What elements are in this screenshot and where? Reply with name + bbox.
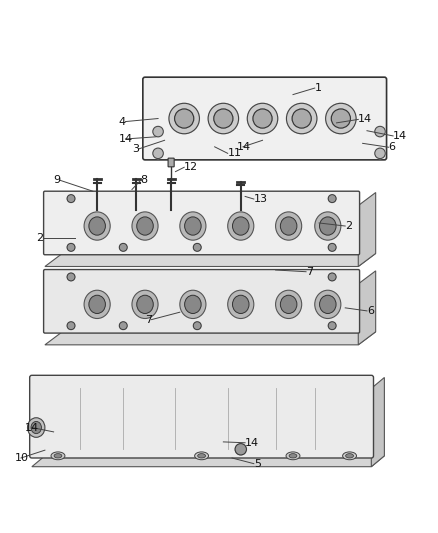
Ellipse shape <box>137 217 153 235</box>
Ellipse shape <box>198 454 205 458</box>
Circle shape <box>193 244 201 251</box>
Polygon shape <box>358 192 376 266</box>
Polygon shape <box>32 456 385 467</box>
Ellipse shape <box>286 452 300 460</box>
Ellipse shape <box>28 418 45 437</box>
FancyBboxPatch shape <box>30 375 374 458</box>
Circle shape <box>67 322 75 329</box>
Ellipse shape <box>315 212 341 240</box>
Circle shape <box>214 109 233 128</box>
Ellipse shape <box>54 454 62 458</box>
Ellipse shape <box>185 217 201 235</box>
Circle shape <box>119 244 127 251</box>
Polygon shape <box>45 332 376 345</box>
Circle shape <box>375 148 385 158</box>
Ellipse shape <box>31 422 42 434</box>
Circle shape <box>67 244 75 251</box>
Text: 14: 14 <box>237 142 251 152</box>
Ellipse shape <box>185 295 201 313</box>
Circle shape <box>119 322 127 329</box>
Ellipse shape <box>132 290 158 319</box>
Ellipse shape <box>89 217 106 235</box>
Ellipse shape <box>180 212 206 240</box>
Ellipse shape <box>320 217 336 235</box>
Text: 3: 3 <box>132 144 139 154</box>
Text: 10: 10 <box>14 453 28 463</box>
Circle shape <box>286 103 317 134</box>
Circle shape <box>67 195 75 203</box>
Text: 12: 12 <box>184 162 198 172</box>
Text: 7: 7 <box>145 314 152 325</box>
Circle shape <box>375 126 385 137</box>
Text: 14: 14 <box>25 423 39 433</box>
Text: 11: 11 <box>228 148 242 158</box>
Circle shape <box>208 103 239 134</box>
Circle shape <box>328 273 336 281</box>
Circle shape <box>153 126 163 137</box>
Ellipse shape <box>180 290 206 319</box>
FancyBboxPatch shape <box>143 77 387 160</box>
FancyBboxPatch shape <box>44 191 360 255</box>
Ellipse shape <box>289 454 297 458</box>
Polygon shape <box>358 271 376 345</box>
Text: 14: 14 <box>358 115 372 124</box>
Ellipse shape <box>194 452 208 460</box>
Text: 1: 1 <box>315 83 322 93</box>
Ellipse shape <box>132 212 158 240</box>
Ellipse shape <box>84 290 110 319</box>
Ellipse shape <box>228 212 254 240</box>
Text: 2: 2 <box>36 233 43 243</box>
FancyBboxPatch shape <box>44 270 360 333</box>
Ellipse shape <box>84 212 110 240</box>
Text: 13: 13 <box>254 194 268 204</box>
Ellipse shape <box>320 295 336 313</box>
Ellipse shape <box>51 452 65 460</box>
Ellipse shape <box>228 290 254 319</box>
Text: 8: 8 <box>141 175 148 185</box>
Circle shape <box>331 109 350 128</box>
Circle shape <box>175 109 194 128</box>
Ellipse shape <box>233 217 249 235</box>
FancyBboxPatch shape <box>168 158 174 167</box>
Text: 14: 14 <box>393 131 407 141</box>
Circle shape <box>328 195 336 203</box>
Text: 7: 7 <box>306 266 313 277</box>
Ellipse shape <box>276 290 302 319</box>
Ellipse shape <box>137 295 153 313</box>
Circle shape <box>328 322 336 329</box>
Ellipse shape <box>89 295 106 313</box>
Ellipse shape <box>343 452 357 460</box>
Text: 5: 5 <box>254 459 261 469</box>
Circle shape <box>235 443 247 455</box>
Text: 6: 6 <box>389 142 396 152</box>
Polygon shape <box>45 254 376 266</box>
Circle shape <box>247 103 278 134</box>
Ellipse shape <box>315 290 341 319</box>
Ellipse shape <box>233 295 249 313</box>
Ellipse shape <box>276 212 302 240</box>
Ellipse shape <box>280 295 297 313</box>
Circle shape <box>169 103 199 134</box>
Text: 14: 14 <box>245 438 259 448</box>
Circle shape <box>153 148 163 158</box>
Text: 6: 6 <box>367 306 374 316</box>
Circle shape <box>253 109 272 128</box>
Circle shape <box>193 322 201 329</box>
Circle shape <box>325 103 356 134</box>
Text: 4: 4 <box>119 117 126 126</box>
Circle shape <box>328 244 336 251</box>
Text: 14: 14 <box>119 134 133 144</box>
Polygon shape <box>371 377 385 467</box>
Ellipse shape <box>346 454 353 458</box>
Circle shape <box>67 273 75 281</box>
Text: 9: 9 <box>53 175 61 185</box>
Circle shape <box>292 109 311 128</box>
Text: 2: 2 <box>345 221 352 231</box>
Ellipse shape <box>280 217 297 235</box>
